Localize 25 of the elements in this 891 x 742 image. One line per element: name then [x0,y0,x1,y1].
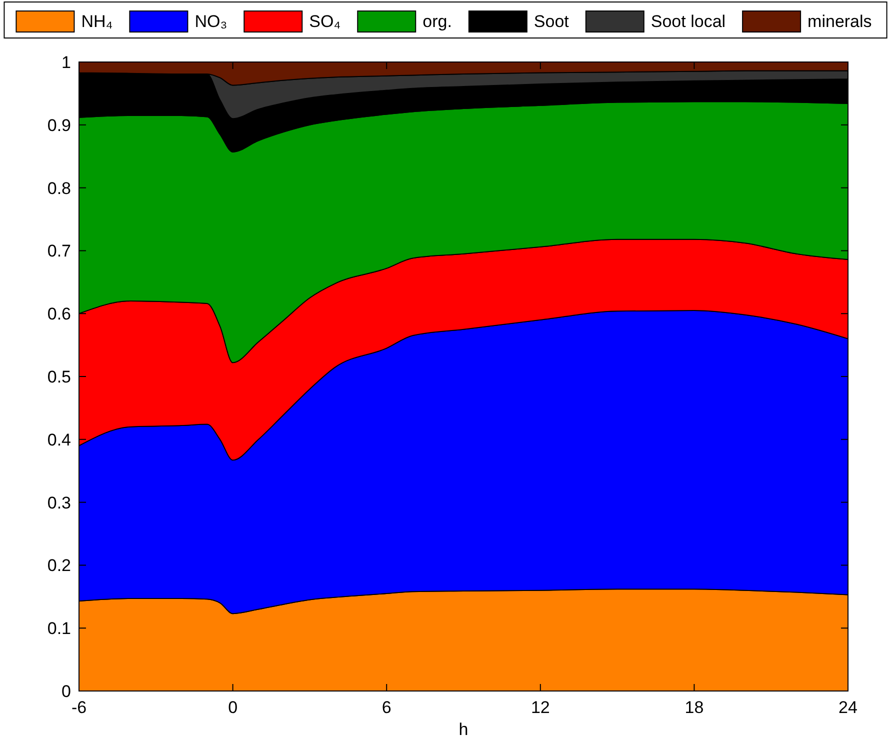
x-tick-label: 0 [228,698,238,717]
x-tick-label: 6 [382,698,392,717]
legend-label: Soot local [650,12,726,31]
x-tick-label: 18 [684,698,704,717]
y-tick-label: 0.8 [47,178,71,198]
y-tick-label: 0.4 [47,430,71,450]
y-tick-label: 0.2 [47,556,71,576]
x-tick-label: 24 [838,698,858,717]
y-tick-label: 0.3 [47,493,71,512]
y-tick-label: 1 [62,53,71,72]
y-tick-label: 0.5 [47,368,71,386]
legend-label: org. [422,12,452,31]
y-tick-label: 0.1 [47,619,71,638]
y-tick-label: 0.9 [47,116,71,135]
x-axis-title: h [458,720,468,739]
legend-label: Soot [534,12,570,31]
y-tick-label: 0.6 [47,304,71,324]
legend-label: NH₄ [81,12,113,31]
legend-label: minerals [808,12,872,31]
y-tick-label: 0.7 [47,242,71,261]
legend-label: NO₃ [194,12,228,31]
legend-label: SO₄ [309,12,341,31]
y-tick-label: 0 [62,682,71,701]
x-tick-label: 12 [530,698,550,717]
x-tick-label: -6 [71,698,87,717]
